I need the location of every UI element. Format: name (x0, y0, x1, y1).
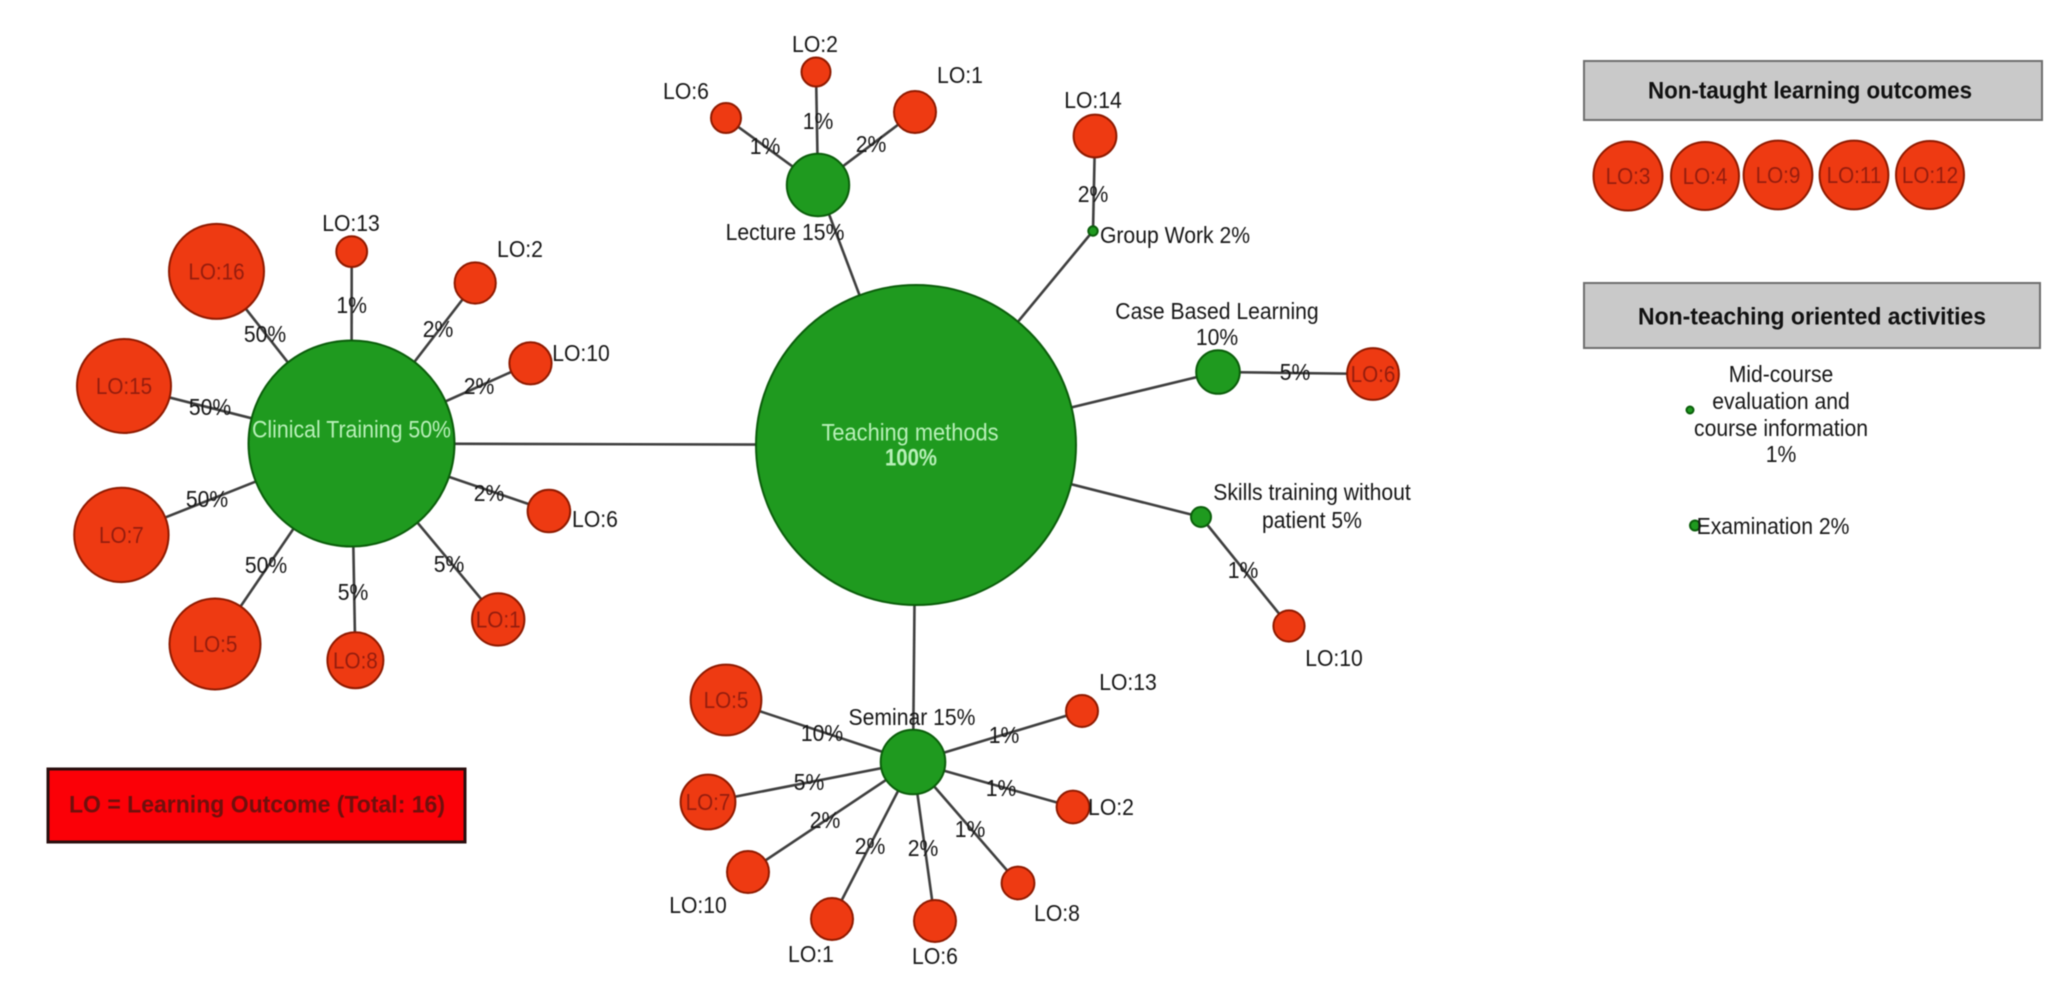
svg-text:LO:11: LO:11 (1827, 162, 1882, 188)
svg-text:50%: 50% (245, 552, 287, 578)
svg-text:LO:9: LO:9 (1756, 162, 1801, 188)
svg-text:2%: 2% (908, 835, 939, 861)
svg-text:10%: 10% (1196, 324, 1238, 350)
svg-text:2%: 2% (855, 833, 886, 859)
svg-text:LO:6: LO:6 (572, 506, 618, 532)
svg-text:LO:13: LO:13 (322, 210, 380, 236)
svg-text:LO:3: LO:3 (1606, 163, 1651, 189)
svg-text:Non-taught learning outcomes: Non-taught learning outcomes (1648, 78, 1972, 105)
svg-text:2%: 2% (464, 373, 495, 399)
svg-text:5%: 5% (1280, 359, 1311, 385)
svg-text:Non-teaching oriented activiti: Non-teaching oriented activities (1638, 304, 1986, 331)
svg-text:2%: 2% (1078, 181, 1109, 207)
svg-text:50%: 50% (244, 321, 286, 347)
svg-text:LO:1: LO:1 (937, 62, 983, 88)
svg-text:LO:2: LO:2 (1088, 794, 1134, 820)
svg-text:50%: 50% (189, 394, 231, 420)
svg-text:1%: 1% (1766, 441, 1797, 467)
svg-text:LO:6: LO:6 (1351, 361, 1396, 387)
svg-text:2%: 2% (423, 316, 454, 342)
svg-text:10%: 10% (801, 720, 843, 746)
svg-text:LO:12: LO:12 (1902, 162, 1958, 188)
svg-text:1%: 1% (336, 292, 367, 318)
svg-text:Case Based Learning: Case Based Learning (1115, 298, 1318, 324)
svg-text:50%: 50% (186, 486, 228, 512)
svg-text:LO:16: LO:16 (188, 259, 244, 285)
svg-text:2%: 2% (810, 807, 841, 833)
svg-text:Skills training without: Skills training without (1213, 479, 1411, 505)
svg-text:100%: 100% (885, 444, 937, 471)
svg-text:5%: 5% (794, 769, 825, 795)
svg-text:Seminar 15%: Seminar 15% (849, 704, 976, 730)
svg-text:evaluation and: evaluation and (1712, 388, 1850, 414)
svg-text:LO:4: LO:4 (1683, 163, 1728, 189)
svg-text:LO:14: LO:14 (1064, 87, 1122, 113)
svg-text:LO:6: LO:6 (663, 78, 709, 104)
svg-text:course information: course information (1694, 415, 1868, 441)
svg-text:LO:10: LO:10 (669, 892, 727, 918)
svg-text:2%: 2% (474, 480, 505, 506)
svg-text:LO:8: LO:8 (1034, 900, 1080, 926)
svg-text:LO:2: LO:2 (792, 31, 838, 57)
svg-text:2%: 2% (856, 131, 887, 157)
svg-text:LO:7: LO:7 (99, 522, 144, 548)
svg-text:Examination 2%: Examination 2% (1697, 513, 1850, 539)
svg-text:LO:10: LO:10 (552, 340, 610, 366)
svg-text:Mid-course: Mid-course (1729, 361, 1834, 387)
svg-text:Group Work 2%: Group Work 2% (1100, 222, 1250, 248)
svg-text:patient 5%: patient 5% (1262, 507, 1362, 533)
svg-text:1%: 1% (955, 816, 986, 842)
svg-text:LO:1: LO:1 (476, 607, 521, 633)
svg-text:Clinical Training 50%: Clinical Training 50% (252, 416, 451, 443)
svg-text:1%: 1% (803, 108, 834, 134)
svg-text:LO:5: LO:5 (704, 687, 749, 713)
svg-text:Lecture 15%: Lecture 15% (726, 219, 845, 245)
svg-text:LO:7: LO:7 (686, 789, 731, 815)
svg-text:5%: 5% (434, 551, 465, 577)
svg-text:LO = Learning Outcome (Total:: LO = Learning Outcome (Total: 16) (69, 791, 445, 818)
svg-text:LO:10: LO:10 (1305, 645, 1363, 671)
svg-text:1%: 1% (989, 722, 1020, 748)
svg-text:LO:15: LO:15 (96, 373, 152, 399)
svg-text:5%: 5% (338, 579, 369, 605)
svg-text:1%: 1% (986, 775, 1017, 801)
svg-text:LO:6: LO:6 (912, 943, 958, 969)
svg-text:LO:8: LO:8 (333, 647, 378, 673)
svg-text:LO:2: LO:2 (497, 236, 543, 262)
svg-text:Teaching methods: Teaching methods (822, 419, 999, 446)
svg-text:LO:5: LO:5 (193, 631, 238, 657)
svg-text:1%: 1% (1228, 557, 1259, 583)
svg-text:LO:1: LO:1 (788, 941, 834, 967)
svg-text:LO:13: LO:13 (1099, 669, 1157, 695)
svg-text:1%: 1% (750, 133, 781, 159)
